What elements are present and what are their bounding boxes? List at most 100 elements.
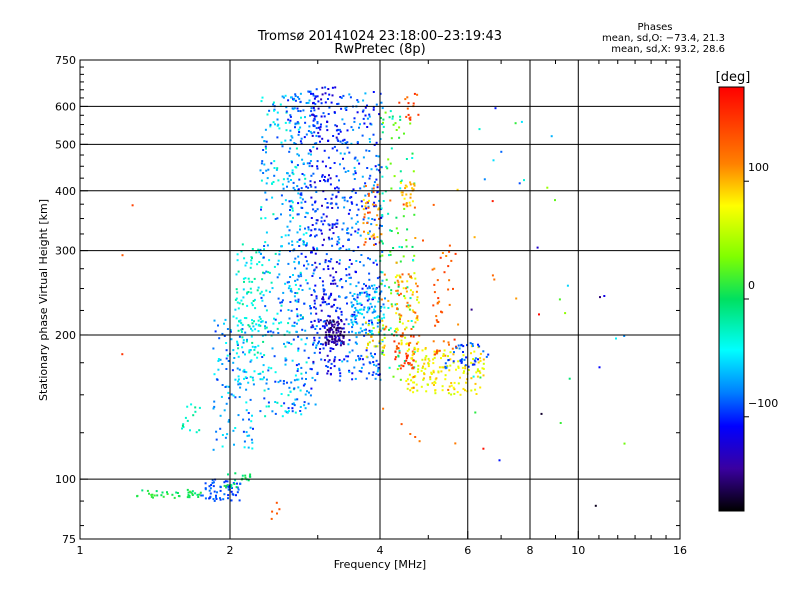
scatter-point — [331, 223, 334, 226]
scatter-point — [260, 217, 263, 220]
scatter-point — [333, 341, 336, 344]
scatter-point — [416, 315, 419, 318]
scatter-point — [479, 357, 482, 360]
scatter-point — [421, 358, 424, 361]
scatter-point — [386, 167, 389, 170]
scatter-point — [329, 327, 332, 329]
scatter-point — [369, 122, 372, 125]
scatter-point — [291, 240, 294, 243]
scatter-point — [473, 363, 476, 366]
scatter-point — [393, 330, 396, 333]
scatter-point — [395, 216, 398, 219]
scatter-point — [454, 252, 457, 255]
scatter-point — [317, 135, 320, 138]
scatter-point — [210, 484, 213, 486]
scatter-point — [313, 181, 316, 184]
scatter-point — [292, 338, 295, 341]
scatter-point — [400, 342, 403, 345]
colorbar — [718, 86, 745, 512]
scatter-point — [369, 258, 371, 261]
scatter-point — [408, 201, 411, 204]
scatter-point — [379, 342, 382, 345]
scatter-point — [280, 194, 283, 197]
scatter-point — [293, 404, 296, 407]
scatter-point — [377, 373, 380, 376]
scatter-point — [288, 150, 291, 153]
scatter-point — [281, 301, 283, 304]
scatter-point — [319, 125, 322, 128]
scatter-point — [307, 101, 310, 104]
scatter-point — [319, 140, 321, 143]
scatter-point — [327, 314, 330, 317]
scatter-point — [448, 343, 450, 346]
scatter-point — [395, 227, 398, 230]
scatter-point — [290, 179, 292, 181]
scatter-point — [242, 351, 245, 354]
scatter-point — [293, 248, 296, 251]
scatter-point — [381, 319, 384, 322]
scatter-point — [331, 237, 333, 240]
scatter-point — [358, 358, 361, 361]
scatter-point — [421, 349, 424, 352]
scatter-point — [304, 121, 307, 124]
scatter-point — [336, 138, 339, 141]
scatter-point — [414, 348, 417, 351]
scatter-point — [215, 497, 218, 500]
scatter-point — [399, 187, 402, 190]
scatter-point — [263, 397, 266, 400]
scatter-point — [399, 316, 402, 319]
scatter-point — [370, 335, 373, 338]
scatter-point — [374, 310, 377, 313]
scatter-point — [261, 299, 264, 302]
scatter-point — [365, 331, 367, 334]
scatter-point — [197, 496, 200, 498]
scatter-point — [413, 206, 416, 209]
scatter-point — [162, 495, 165, 498]
scatter-point — [260, 162, 263, 165]
scatter-point — [223, 493, 226, 496]
scatter-point — [380, 207, 383, 210]
scatter-point — [385, 325, 388, 328]
scatter-point — [316, 121, 319, 123]
scatter-point — [243, 440, 246, 443]
scatter-point — [255, 323, 258, 326]
scatter-point — [359, 187, 362, 190]
scatter-point — [355, 359, 357, 362]
scatter-point — [377, 368, 380, 371]
scatter-point — [380, 216, 383, 219]
scatter-point — [327, 360, 330, 363]
scatter-point — [366, 117, 369, 120]
scatter-point — [351, 313, 354, 316]
scatter-point — [299, 389, 302, 392]
scatter-point — [373, 243, 375, 246]
scatter-point — [350, 217, 353, 220]
scatter-point — [353, 166, 356, 169]
scatter-point — [305, 133, 308, 136]
scatter-point — [312, 326, 315, 329]
scatter-point — [148, 492, 150, 495]
scatter-point — [267, 330, 270, 333]
scatter-point — [235, 288, 238, 291]
scatter-point — [282, 380, 285, 382]
scatter-point — [372, 106, 375, 109]
scatter-point — [406, 342, 409, 345]
chart-title: Tromsø 20141024 23:18:00–23:19:43 — [257, 29, 502, 44]
scatter-point — [308, 391, 310, 394]
scatter-point — [425, 390, 428, 393]
scatter-point — [268, 109, 271, 112]
scatter-point — [358, 162, 361, 165]
scatter-point — [408, 362, 411, 365]
scatter-point — [265, 309, 268, 312]
scatter-point — [315, 312, 318, 315]
scatter-point — [339, 307, 342, 310]
scatter-point — [379, 117, 382, 119]
scatter-point — [380, 290, 383, 293]
scatter-point — [340, 319, 343, 321]
scatter-point — [261, 334, 264, 337]
scatter-point — [346, 200, 349, 203]
scatter-point — [354, 298, 357, 301]
scatter-point — [397, 354, 400, 357]
scatter-point — [225, 402, 228, 405]
scatter-point — [368, 230, 371, 233]
scatter-point — [319, 319, 322, 322]
